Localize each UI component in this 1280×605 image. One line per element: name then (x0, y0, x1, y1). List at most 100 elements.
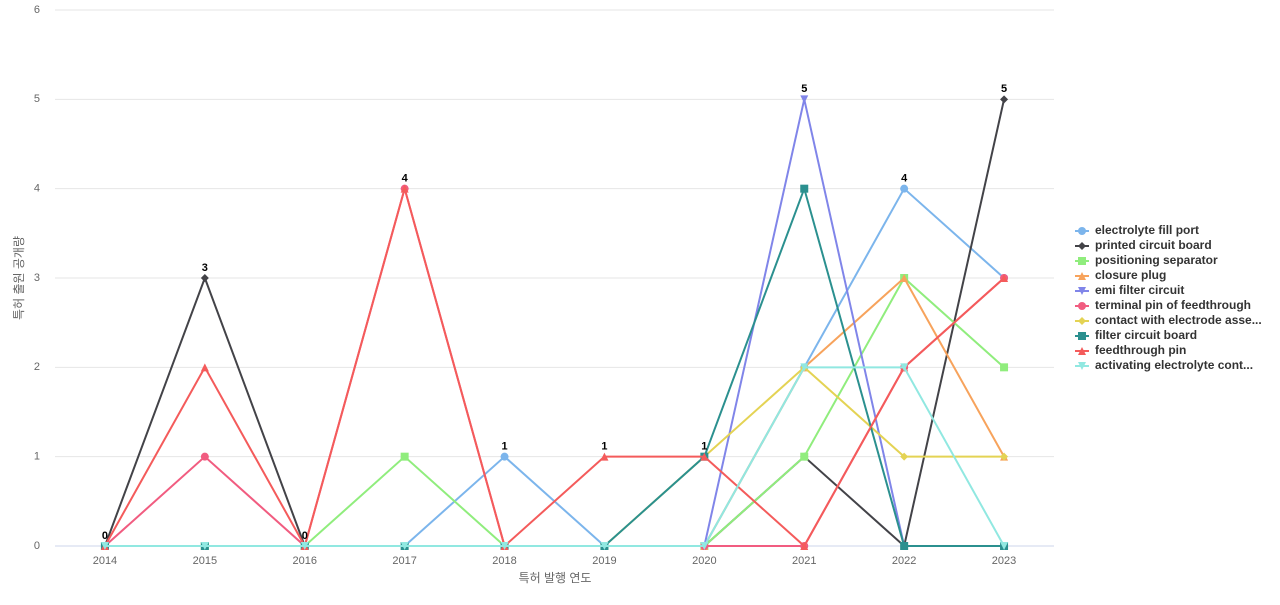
legend-item: emi filter circuit (1075, 283, 1184, 297)
x-tick-label: 2016 (293, 555, 317, 567)
legend-item: feedthrough pin (1075, 343, 1186, 357)
legend-item: closure plug (1075, 268, 1166, 282)
x-tick-label: 2021 (792, 555, 816, 567)
marker (500, 542, 509, 550)
x-tick-label: 2015 (193, 555, 217, 567)
line (104, 366, 1005, 547)
marker (700, 452, 709, 461)
marker (1000, 452, 1009, 461)
marker (300, 542, 309, 550)
marker (700, 542, 709, 550)
x-tick-label: 2017 (392, 555, 416, 567)
legend-label: positioning separator (1095, 253, 1218, 267)
y-tick-label: 1 (34, 451, 40, 463)
legend-item: contact with electrode asse... (1075, 313, 1262, 327)
series (100, 274, 1009, 550)
marker (800, 95, 809, 104)
legend-label: filter circuit board (1095, 328, 1197, 342)
marker (1000, 274, 1009, 282)
legend-label: emi filter circuit (1095, 283, 1184, 297)
line (104, 99, 1006, 548)
marker (1000, 542, 1009, 550)
marker (500, 452, 509, 461)
marker (1078, 317, 1086, 325)
marker (800, 363, 809, 372)
legend-item: filter circuit board (1075, 328, 1197, 342)
marker (600, 452, 609, 461)
legend-label: terminal pin of feedthrough (1095, 298, 1251, 312)
data-label: 1 (601, 441, 607, 453)
x-tick-label: 2018 (492, 555, 516, 567)
marker (200, 363, 209, 372)
x-tick-label: 2020 (692, 555, 716, 567)
marker (1078, 242, 1086, 250)
marker (900, 184, 909, 193)
y-axis-title: 특허 출원 공개량 (12, 236, 26, 320)
legend-item: activating electrolyte cont... (1075, 358, 1253, 372)
marker (1078, 257, 1086, 265)
marker (400, 184, 409, 193)
marker (800, 184, 809, 193)
marker (900, 363, 909, 372)
legend-label: printed circuit board (1095, 238, 1212, 252)
legend-item: printed circuit board (1075, 238, 1212, 252)
x-axis-title: 특허 발행 연도 (519, 570, 592, 585)
legend-item: electrolyte fill port (1075, 223, 1199, 237)
marker (400, 452, 409, 461)
marker (200, 274, 209, 282)
marker (1078, 287, 1086, 295)
marker (600, 542, 609, 550)
marker (1078, 347, 1086, 355)
legend-label: electrolyte fill port (1095, 223, 1199, 237)
series (100, 95, 1009, 550)
marker (800, 452, 809, 461)
legend-item: terminal pin of feedthrough (1075, 298, 1251, 312)
legend-label: closure plug (1095, 268, 1166, 282)
line (104, 276, 1005, 547)
line (104, 99, 1005, 547)
line (104, 276, 1005, 547)
data-label: 1 (701, 441, 707, 453)
x-tick-label: 2014 (93, 555, 117, 567)
y-tick-label: 0 (34, 540, 40, 552)
data-label: 3 (202, 262, 208, 274)
marker (1078, 332, 1086, 340)
marker (100, 542, 109, 550)
data-label: 0 (302, 530, 308, 542)
series (100, 363, 1009, 550)
x-tick-label: 2023 (992, 555, 1016, 567)
y-tick-label: 2 (34, 361, 40, 373)
marker (900, 542, 909, 550)
x-tick-label: 2019 (592, 555, 616, 567)
data-label: 0 (102, 530, 108, 542)
legend-label: feedthrough pin (1095, 343, 1186, 357)
marker (1078, 362, 1086, 370)
marker (800, 542, 809, 550)
data-label: 5 (801, 83, 807, 95)
y-tick-label: 6 (34, 4, 40, 16)
y-tick-label: 5 (34, 93, 40, 105)
marker (900, 452, 909, 461)
y-tick-label: 4 (34, 183, 40, 195)
legend-label: contact with electrode asse... (1095, 313, 1262, 327)
marker (1078, 227, 1086, 235)
legend-item: positioning separator (1075, 253, 1218, 267)
marker (1078, 272, 1086, 280)
data-label: 4 (402, 173, 409, 185)
data-label: 4 (901, 173, 908, 185)
x-tick-label: 2022 (892, 555, 916, 567)
marker (200, 542, 209, 550)
series (100, 95, 1009, 550)
legend-label: activating electrolyte cont... (1095, 358, 1253, 372)
marker (1000, 363, 1009, 372)
data-label: 1 (501, 441, 507, 453)
marker (200, 452, 209, 461)
marker (1000, 95, 1009, 104)
series (100, 274, 1009, 550)
series (100, 184, 1009, 550)
data-label: 5 (1001, 83, 1007, 95)
marker (400, 542, 409, 550)
marker (900, 274, 909, 282)
marker (1078, 302, 1086, 310)
